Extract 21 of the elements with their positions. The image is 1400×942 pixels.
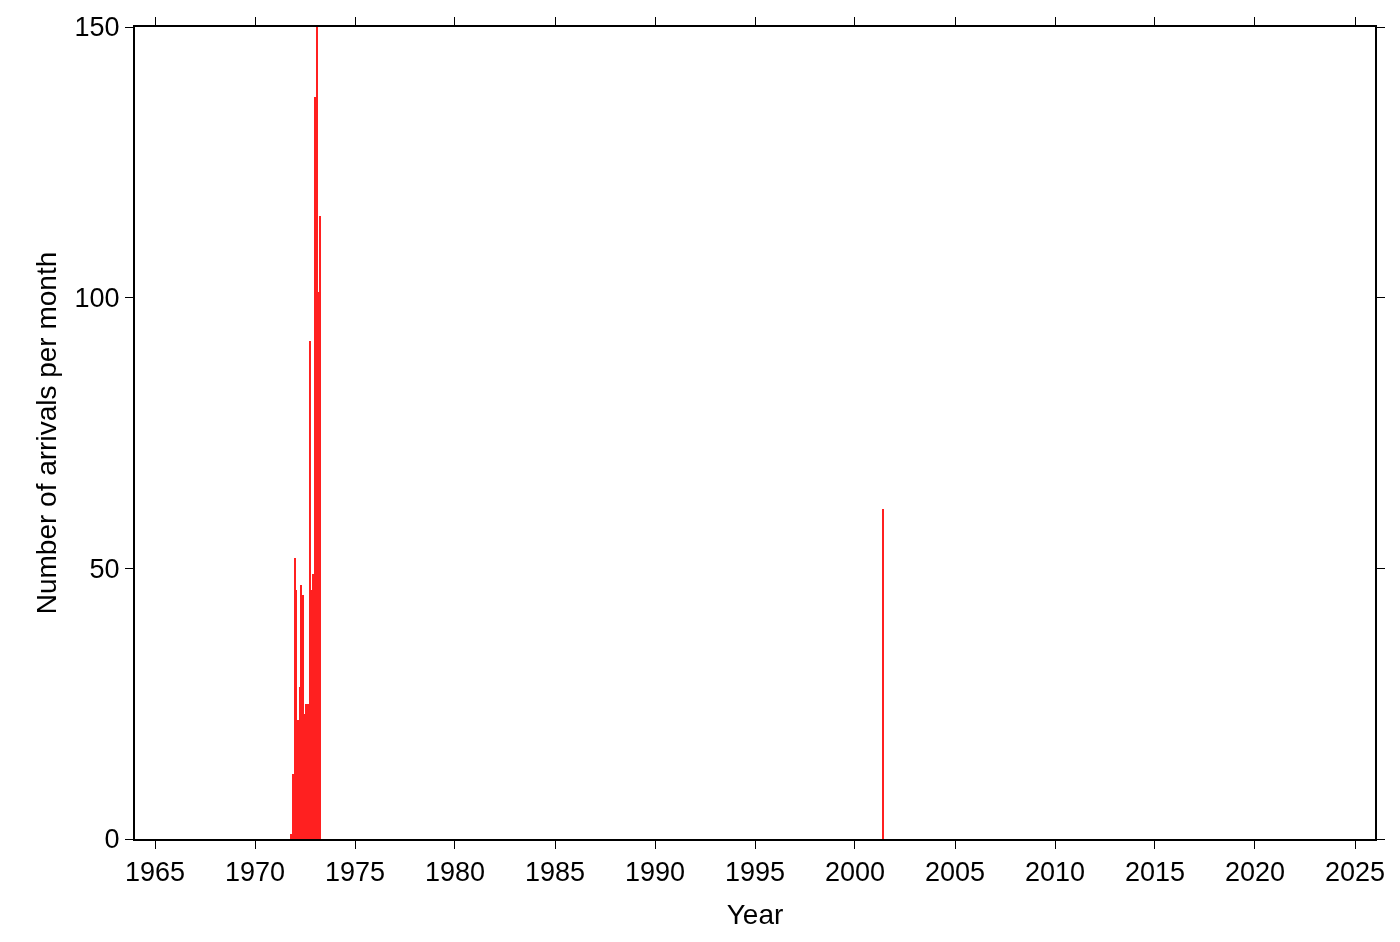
x-tick-label: 2010 — [1024, 857, 1086, 888]
x-tick-label: 1980 — [424, 857, 486, 888]
y-tick-label: 100 — [74, 283, 120, 314]
x-tick-label: 2025 — [1324, 857, 1386, 888]
bar — [882, 509, 884, 839]
y-tick-label: 150 — [74, 12, 120, 43]
y-axis-title: Number of arrivals per month — [30, 251, 62, 615]
x-tick-label: 2005 — [924, 857, 986, 888]
x-tick-label: 2020 — [1224, 857, 1286, 888]
x-tick-label: 1995 — [724, 857, 786, 888]
x-tick-label: 1975 — [324, 857, 386, 888]
x-tick-label: 1985 — [524, 857, 586, 888]
x-tick-label: 1970 — [224, 857, 286, 888]
x-axis-title: Year — [726, 899, 784, 930]
y-tick-label: 0 — [104, 824, 120, 855]
y-tick-label: 50 — [89, 553, 120, 584]
x-tick-label: 2015 — [1124, 857, 1186, 888]
bar — [300, 585, 302, 839]
x-tick-label: 2000 — [824, 857, 886, 888]
x-tick-label: 1965 — [125, 857, 186, 888]
x-tick-label: 1990 — [624, 857, 686, 888]
